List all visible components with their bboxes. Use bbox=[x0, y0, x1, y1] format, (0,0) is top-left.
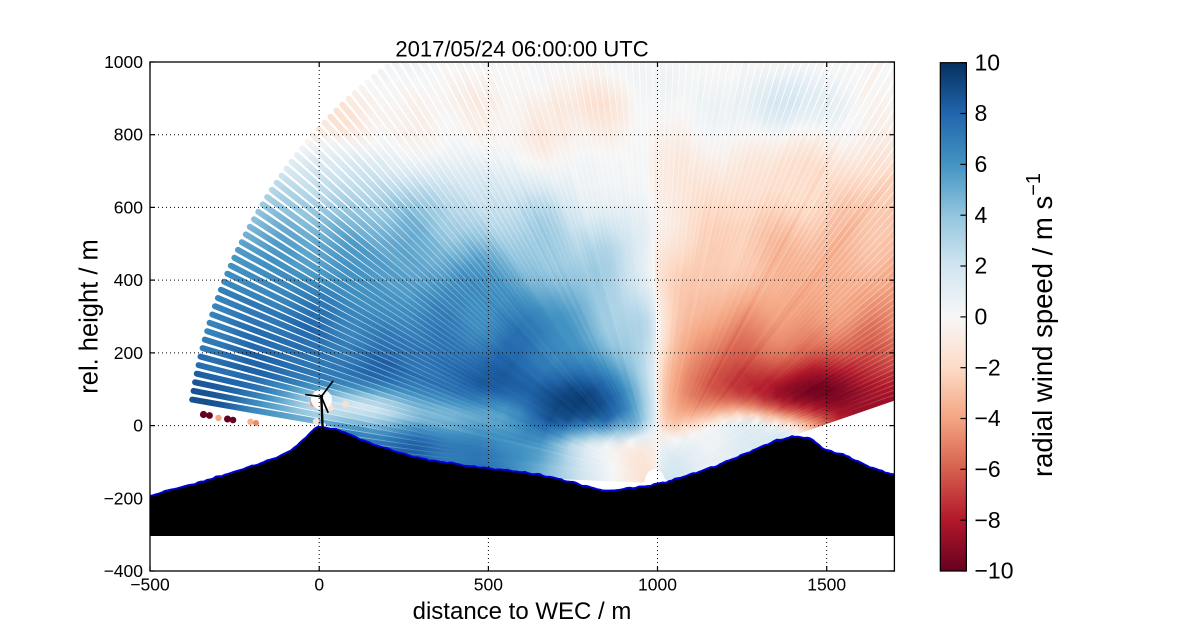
svg-text:−6: −6 bbox=[975, 456, 1001, 482]
svg-text:800: 800 bbox=[114, 125, 143, 145]
svg-text:−4: −4 bbox=[975, 405, 1001, 431]
svg-text:0: 0 bbox=[975, 304, 988, 330]
svg-text:4: 4 bbox=[975, 202, 988, 228]
svg-text:200: 200 bbox=[114, 343, 143, 363]
svg-text:−200: −200 bbox=[104, 488, 144, 508]
svg-text:rel. height / m: rel. height / m bbox=[76, 239, 104, 393]
svg-text:6: 6 bbox=[975, 151, 988, 177]
svg-text:−10: −10 bbox=[975, 558, 1014, 584]
svg-text:2: 2 bbox=[975, 253, 988, 279]
svg-text:distance to WEC / m: distance to WEC / m bbox=[413, 598, 632, 625]
svg-text:1000: 1000 bbox=[104, 52, 143, 72]
svg-text:2017/05/24 06:00:00 UTC: 2017/05/24 06:00:00 UTC bbox=[395, 37, 648, 62]
svg-text:400: 400 bbox=[114, 270, 143, 290]
svg-text:8: 8 bbox=[975, 100, 988, 126]
svg-text:1000: 1000 bbox=[638, 575, 677, 595]
svg-text:1500: 1500 bbox=[807, 575, 846, 595]
svg-text:−8: −8 bbox=[975, 507, 1001, 533]
svg-text:0: 0 bbox=[133, 416, 143, 436]
svg-text:−500: −500 bbox=[130, 575, 170, 595]
svg-text:10: 10 bbox=[975, 49, 1001, 75]
svg-text:−400: −400 bbox=[104, 561, 144, 581]
svg-text:500: 500 bbox=[474, 575, 503, 595]
svg-text:600: 600 bbox=[114, 197, 143, 217]
svg-text:−2: −2 bbox=[975, 354, 1001, 380]
svg-text:0: 0 bbox=[314, 575, 324, 595]
svg-text:radial wind speed / m s−1: radial wind speed / m s−1 bbox=[1023, 173, 1058, 477]
